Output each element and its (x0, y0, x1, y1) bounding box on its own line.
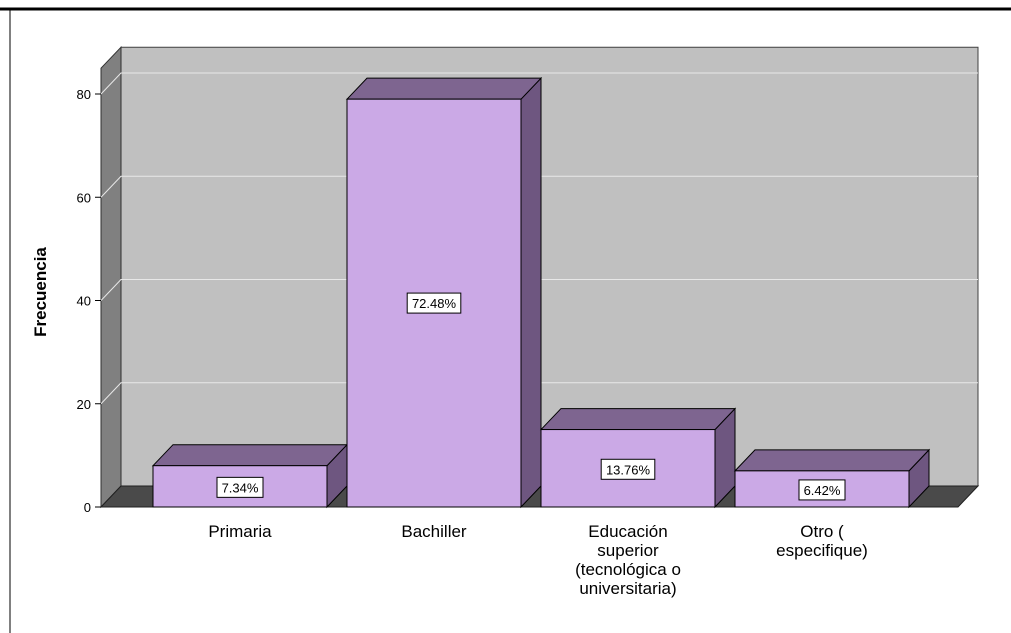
bar-top (733, 449, 931, 472)
data-label-box (798, 479, 846, 501)
bar-side (520, 76, 542, 509)
bar-top (345, 77, 543, 100)
y-tick-label: 40 (77, 294, 91, 309)
x-tick-label: superior (597, 541, 659, 560)
x-tick-label: Otro ( (800, 522, 844, 541)
plot-left-wall (100, 45, 122, 509)
x-tick-label: Primaria (208, 522, 272, 541)
gridline (100, 175, 978, 198)
x-tick-label: especifique) (776, 541, 868, 560)
gridline (100, 279, 978, 301)
y-axis-label: Frecuencia (31, 247, 50, 337)
data-label: 13.76% (606, 462, 651, 477)
data-label-box (406, 292, 462, 314)
x-tick-label: universitaria) (579, 579, 676, 598)
data-label-box (600, 458, 656, 480)
y-tick-label: 0 (84, 500, 91, 515)
y-tick-label: 20 (77, 397, 91, 412)
plot-area: 0 20 40 60 80 7.34% Primaria 72.48% Bachiller 13.… (77, 45, 980, 598)
x-tick-label: (tecnológica o (575, 560, 681, 579)
data-label: 7.34% (222, 480, 259, 495)
bar-top (151, 444, 349, 467)
data-label-box (216, 476, 264, 498)
x-tick-label: Bachiller (401, 522, 467, 541)
bar-top (539, 408, 737, 431)
gridline (100, 382, 978, 405)
x-tick-label: Educación (588, 522, 667, 541)
gridline (100, 72, 978, 95)
y-tick-label: 80 (77, 87, 91, 102)
data-label: 72.48% (412, 296, 457, 311)
data-label: 6.42% (804, 483, 841, 498)
y-tick-label: 60 (77, 190, 91, 205)
